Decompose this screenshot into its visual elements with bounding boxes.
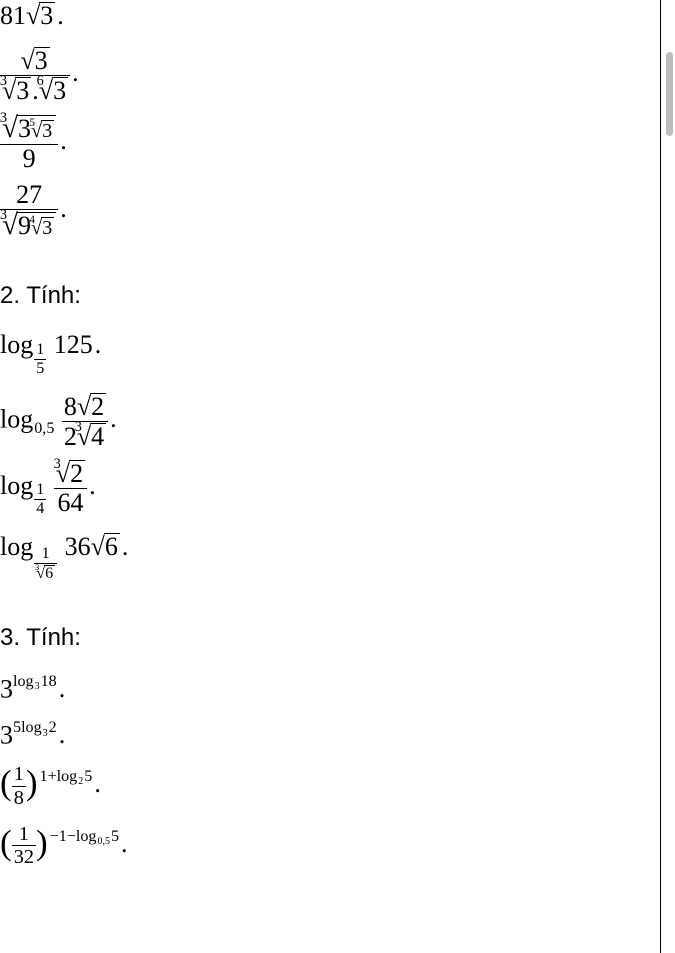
- radicand: 3: [41, 120, 54, 141]
- expr-2-2: log0,5 8√2 23√4 .: [0, 393, 128, 450]
- coef: 5: [13, 719, 21, 736]
- period: .: [89, 473, 96, 499]
- radicand: 6: [44, 565, 55, 582]
- period: .: [59, 676, 66, 702]
- expr-1-3: 3√ 35√3 9 .: [0, 114, 128, 172]
- period: .: [59, 722, 66, 748]
- radicand: 6: [104, 533, 120, 560]
- log-base: 2: [78, 777, 83, 787]
- base-n: 1: [34, 342, 46, 359]
- numerator: 27: [0, 182, 58, 209]
- expr-1-1: 81√3.: [0, 2, 128, 29]
- root-index: 3: [35, 563, 39, 572]
- exp-part: 1+: [40, 768, 57, 785]
- scrollbar-track[interactable]: [661, 0, 675, 953]
- period: .: [72, 60, 79, 86]
- page: 81√3. √3 3√3.6√3 . 3√ 35√3 9: [0, 0, 675, 953]
- log: log: [76, 828, 97, 845]
- expr-2-4: log13√6 36√6.: [0, 533, 128, 582]
- period: .: [60, 196, 67, 222]
- num: 36: [65, 532, 91, 561]
- num: 1: [12, 824, 36, 845]
- log: log: [0, 532, 33, 561]
- den: 8: [12, 786, 26, 808]
- base-d: 5: [34, 359, 46, 377]
- arg: 125: [54, 330, 93, 359]
- expr-2-1: log15 125.: [0, 332, 128, 377]
- period: .: [110, 406, 117, 432]
- expr-3-1: 3log318.: [0, 674, 128, 702]
- period: .: [94, 771, 101, 797]
- expr-2-3: log14 3√2 64 .: [0, 460, 128, 518]
- period: .: [57, 3, 64, 29]
- radicand: 4: [90, 423, 106, 450]
- radicand: 3: [15, 77, 31, 104]
- rparen-icon: ): [36, 823, 48, 862]
- denom: 9: [0, 144, 58, 172]
- log-arg: 5: [84, 768, 92, 785]
- heading-2: 2. Tính:: [0, 282, 128, 310]
- root-index: 4: [29, 215, 35, 226]
- root-index: 6: [37, 74, 44, 88]
- expr-3-4: (132)−1−log0,55.: [0, 824, 128, 868]
- log: log: [0, 471, 33, 500]
- log-base: 0,5: [97, 837, 109, 847]
- log-arg: 5: [111, 828, 119, 845]
- heading-3: 3. Tính:: [0, 624, 128, 652]
- radicand: 2: [69, 460, 85, 487]
- num: 8: [64, 392, 77, 421]
- document-content: 81√3. √3 3√3.6√3 . 3√ 35√3 9: [0, 0, 148, 868]
- base-n: 1: [34, 482, 46, 499]
- radicand: 3: [41, 217, 54, 238]
- expr-3-2: 35log32.: [0, 720, 128, 748]
- radicand: 3: [52, 77, 68, 104]
- base: 3: [0, 674, 13, 703]
- rparen-icon: ): [26, 763, 38, 802]
- period: .: [95, 332, 102, 358]
- base-d: 4: [34, 499, 46, 517]
- root-index: 3: [0, 111, 7, 125]
- fraction: 3√2 64: [54, 460, 87, 516]
- log: log: [0, 330, 33, 359]
- log-arg: 18: [41, 673, 57, 690]
- fraction: 3√ 35√3 9: [0, 114, 58, 172]
- radicand: 2: [90, 393, 106, 420]
- log: log: [0, 404, 33, 433]
- fraction: 8√2 23√4: [62, 393, 108, 450]
- lparen-icon: (: [0, 763, 12, 802]
- root-index: 3: [0, 74, 7, 88]
- fraction: 27 3√ 94√3: [0, 182, 58, 240]
- num: 81: [0, 1, 26, 30]
- root-index: 3: [75, 420, 82, 434]
- log: log: [13, 673, 34, 690]
- root-index: 5: [29, 118, 35, 129]
- fraction: 132: [12, 824, 36, 868]
- log-arg: 2: [49, 719, 57, 736]
- expr-3-3: (18)1+log25.: [0, 764, 128, 808]
- log-base: 3: [43, 729, 48, 739]
- log: log: [21, 719, 42, 736]
- expr-1-2: √3 3√3.6√3 .: [0, 47, 128, 104]
- period: .: [122, 534, 129, 560]
- denom: 64: [54, 488, 87, 516]
- base: 3: [0, 720, 13, 749]
- exp-part: −1−: [50, 828, 76, 845]
- fraction: 18: [12, 764, 26, 808]
- scrollbar-thumb[interactable]: [666, 52, 673, 136]
- root-index: 3: [54, 457, 61, 471]
- log-base: 3: [35, 682, 40, 692]
- log: log: [57, 768, 78, 785]
- base-n: 1: [34, 546, 57, 563]
- period: .: [121, 831, 128, 857]
- den: 32: [12, 845, 36, 867]
- num: 1: [12, 764, 26, 785]
- fraction: √3 3√3.6√3: [0, 47, 70, 104]
- radicand: 3: [34, 47, 50, 74]
- expr-1-4: 27 3√ 94√3 .: [0, 182, 128, 240]
- period: .: [60, 128, 67, 154]
- root-index: 3: [0, 208, 7, 222]
- lparen-icon: (: [0, 823, 12, 862]
- base: 0,5: [34, 421, 54, 437]
- radicand: 3: [39, 2, 55, 29]
